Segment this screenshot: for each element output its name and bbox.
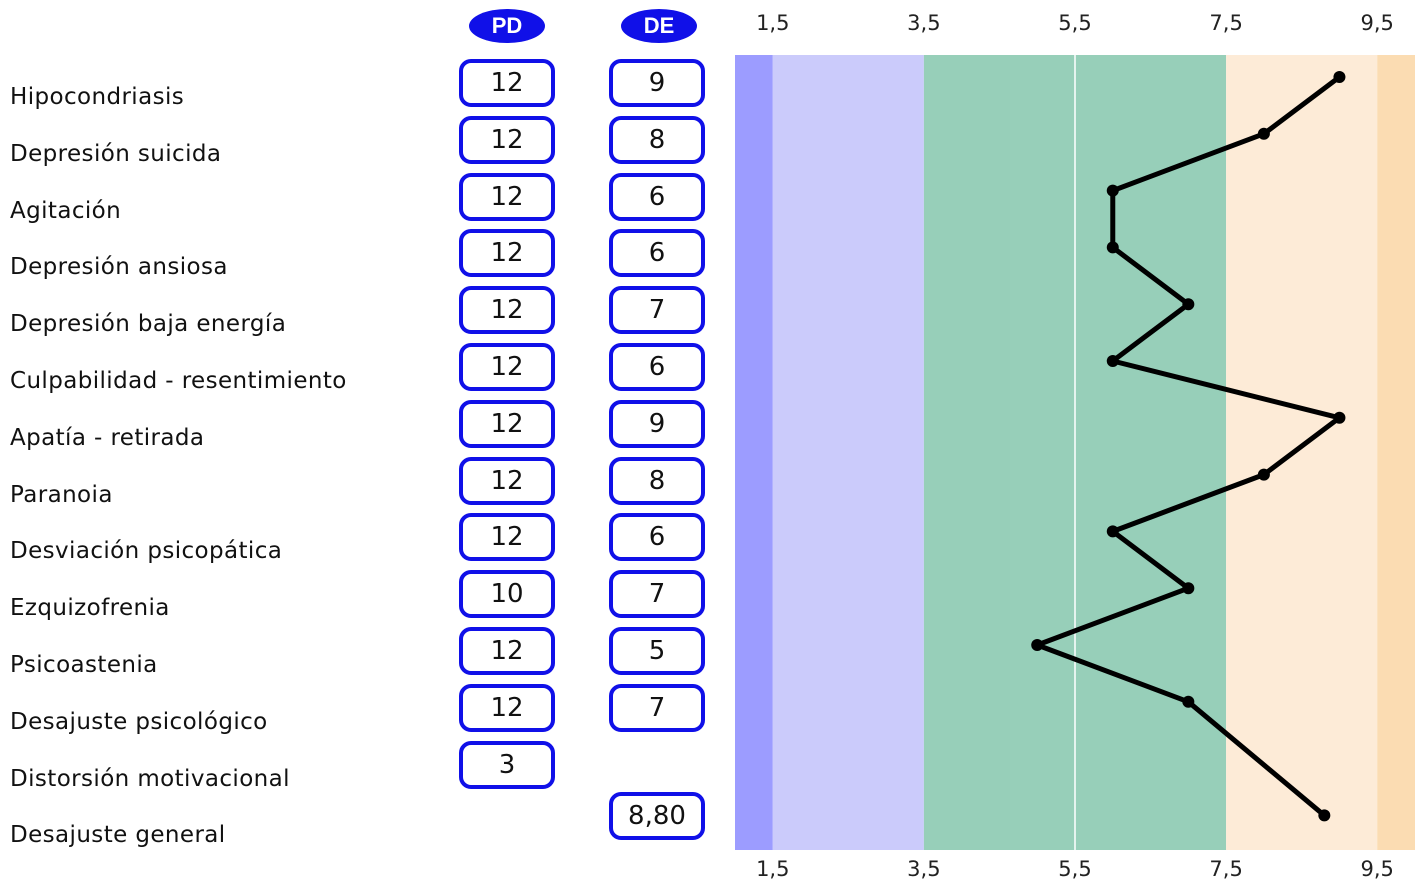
pd-value-box: 12 [459, 513, 555, 562]
top-tick-label: 7,5 [1209, 11, 1242, 35]
data-point [1182, 695, 1195, 708]
de-value-box: 6 [609, 229, 705, 278]
row-label: Depresión baja energía [10, 311, 287, 338]
row-label: Culpabilidad - resentimiento [10, 368, 347, 394]
de-value-box: 9 [609, 59, 705, 107]
top-tick-label: 5,5 [1058, 11, 1091, 35]
row-label: Distorsión motivacional [10, 765, 290, 792]
bottom-tick-label: 9,5 [1361, 857, 1394, 881]
pd-header: PD [469, 9, 545, 43]
data-point [1182, 298, 1195, 311]
data-point [1106, 184, 1119, 197]
data-point [1106, 355, 1119, 367]
de-value-box: 7 [609, 286, 705, 335]
row-label: Desajuste psicológico [10, 708, 268, 735]
pd-value-box: 12 [459, 172, 555, 221]
de-value-box: 8 [609, 456, 705, 505]
pd-value-box: 12 [459, 399, 555, 448]
data-point [1182, 582, 1195, 595]
bottom-tick-label: 3,5 [907, 857, 940, 881]
range-band [1377, 55, 1415, 850]
range-band [1226, 55, 1378, 850]
bottom-tick-label: 1,5 [756, 857, 789, 881]
row-label: Paranoia [10, 481, 113, 508]
data-point [1106, 525, 1119, 538]
data-point [1333, 411, 1346, 424]
row-label: Depresión suicida [10, 140, 222, 167]
data-point [1106, 241, 1119, 254]
data-point [1333, 71, 1346, 83]
range-band [735, 55, 773, 850]
row-label: Hipocondriasis [10, 84, 185, 110]
pd-value-box: 12 [459, 343, 555, 391]
de-value-box: 9 [609, 399, 705, 448]
pd-value-box: 12 [459, 59, 555, 107]
range-band [772, 55, 924, 850]
pd-value-box: 12 [459, 456, 555, 505]
row-label: Psicoastenia [10, 652, 158, 678]
pd-value-box: 10 [459, 570, 555, 619]
row-label: Agitación [10, 197, 122, 224]
pd-value-box: 3 [459, 740, 555, 789]
de-value-box: 6 [609, 172, 705, 221]
pd-value-box: 12 [459, 627, 555, 675]
data-point [1257, 468, 1270, 481]
data-point [1031, 639, 1044, 651]
de-value-box: 7 [609, 570, 705, 619]
de-value-box: 5 [609, 627, 705, 675]
data-point [1257, 127, 1270, 140]
top-tick-label: 1,5 [756, 11, 789, 35]
row-label: Apatía - retirada [10, 424, 205, 451]
bottom-tick-label: 5,5 [1058, 857, 1091, 881]
row-label: Desajuste general [10, 822, 226, 849]
top-tick-label: 9,5 [1361, 11, 1394, 35]
de-value-box: 6 [609, 513, 705, 562]
de-header: DE [621, 9, 697, 43]
de-value-box: 7 [609, 683, 705, 732]
pd-value-box: 12 [459, 286, 555, 335]
pd-value-box: 12 [459, 115, 555, 164]
data-point [1318, 809, 1331, 822]
top-tick-label: 3,5 [907, 11, 940, 35]
de-value-box: 8,80 [609, 792, 705, 841]
de-value-box: 6 [609, 343, 705, 391]
pd-value-box: 12 [459, 229, 555, 278]
row-label: Ezquizofrenia [10, 595, 170, 622]
bottom-tick-label: 7,5 [1209, 857, 1242, 881]
pd-value-box: 12 [459, 683, 555, 732]
row-label: Depresión ansiosa [10, 254, 228, 281]
row-label: Desviación psicopática [10, 538, 283, 565]
de-value-box: 8 [609, 115, 705, 164]
